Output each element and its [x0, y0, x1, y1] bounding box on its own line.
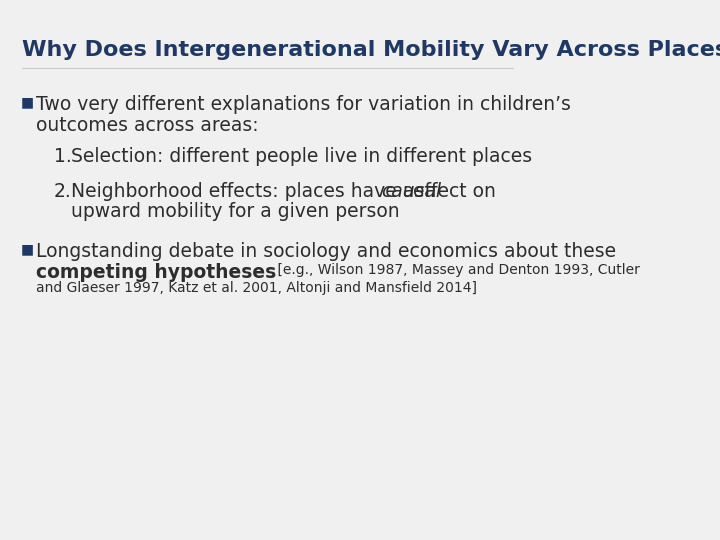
Text: causal: causal — [382, 182, 442, 201]
Text: effect on: effect on — [408, 182, 496, 201]
Text: ■: ■ — [21, 242, 34, 256]
Text: Longstanding debate in sociology and economics about these: Longstanding debate in sociology and eco… — [36, 242, 616, 261]
Text: competing hypotheses: competing hypotheses — [36, 263, 276, 282]
Text: 1.: 1. — [53, 147, 71, 166]
Text: outcomes across areas:: outcomes across areas: — [36, 116, 258, 135]
Text: upward mobility for a given person: upward mobility for a given person — [71, 202, 400, 221]
Text: Why Does Intergenerational Mobility Vary Across Places?: Why Does Intergenerational Mobility Vary… — [22, 40, 720, 60]
Text: Neighborhood effects: places have a: Neighborhood effects: places have a — [71, 182, 420, 201]
Text: 2.: 2. — [53, 182, 71, 201]
Text: Two very different explanations for variation in children’s: Two very different explanations for vari… — [36, 95, 570, 114]
Text: [e.g., Wilson 1987, Massey and Denton 1993, Cutler: [e.g., Wilson 1987, Massey and Denton 19… — [274, 263, 640, 277]
Text: ■: ■ — [21, 95, 34, 109]
Text: Selection: different people live in different places: Selection: different people live in diff… — [71, 147, 532, 166]
Text: and Glaeser 1997, Katz et al. 2001, Altonji and Mansfield 2014]: and Glaeser 1997, Katz et al. 2001, Alto… — [36, 281, 477, 295]
